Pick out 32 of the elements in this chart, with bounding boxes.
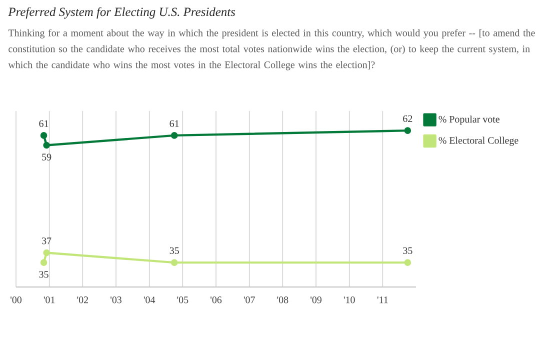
x-tick-label: '02 bbox=[77, 296, 88, 304]
legend-label: % Electoral College bbox=[438, 136, 518, 146]
point bbox=[404, 259, 412, 266]
x-tick-label: '08 bbox=[277, 296, 288, 304]
x-tick-label: '01 bbox=[44, 296, 55, 304]
data-label: 61 bbox=[170, 120, 179, 127]
point bbox=[40, 259, 48, 266]
data-label: 35 bbox=[39, 271, 48, 278]
x-tick-label: '00 bbox=[10, 296, 22, 304]
point bbox=[170, 259, 178, 266]
x-tick-label: '11 bbox=[377, 296, 388, 304]
x-tick-label: '07 bbox=[244, 296, 255, 304]
point bbox=[43, 249, 50, 256]
chart-subtitle: Thinking for a moment about the way in which the president is elected in this country, which would you prefer -- [to amend the constitution so the candidate who receives the most total votes nationwide wins the election, (or) to keep the current system, in which the candidate who wins the most votes in the Electoral College wins the election]? bbox=[8, 29, 535, 70]
point bbox=[43, 142, 50, 149]
x-tick-label: '09 bbox=[310, 296, 322, 304]
data-label: 61 bbox=[39, 120, 48, 127]
point bbox=[40, 132, 48, 139]
x-tick-label: '05 bbox=[177, 296, 188, 304]
legend-label: % Popular vote bbox=[438, 116, 500, 125]
x-tick-label: '06 bbox=[210, 296, 222, 304]
data-label: 59 bbox=[42, 154, 52, 160]
chart-title: Preferred System for Electing U.S. Presidents bbox=[8, 7, 236, 19]
data-label: 62 bbox=[403, 115, 412, 122]
data-label: 37 bbox=[42, 238, 52, 244]
point bbox=[404, 127, 412, 134]
x-tick-label: '04 bbox=[144, 296, 156, 304]
data-label: 35 bbox=[403, 247, 412, 254]
x-tick-label: '03 bbox=[110, 296, 122, 304]
x-tick-label: '10 bbox=[344, 296, 355, 304]
data-label: 35 bbox=[170, 247, 179, 254]
point bbox=[170, 132, 178, 139]
